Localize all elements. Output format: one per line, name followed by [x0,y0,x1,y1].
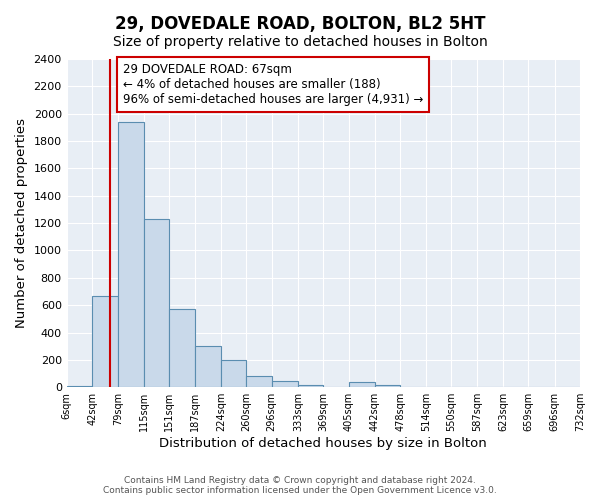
Bar [169,308,194,387]
Text: 29, DOVEDALE ROAD, BOLTON, BL2 5HT: 29, DOVEDALE ROAD, BOLTON, BL2 5HT [115,15,485,33]
Text: Size of property relative to detached houses in Bolton: Size of property relative to detached ho… [113,35,487,49]
Bar [144,219,169,387]
Y-axis label: Number of detached properties: Number of detached properties [15,118,28,328]
X-axis label: Distribution of detached houses by size in Bolton: Distribution of detached houses by size … [160,437,487,450]
Bar [375,385,400,387]
Bar [529,386,554,387]
Bar [426,386,451,387]
Bar [400,386,426,387]
Bar [554,386,580,387]
Bar [298,385,323,387]
Bar [349,382,375,387]
Bar [194,346,221,387]
Bar [246,376,272,387]
Bar [503,386,529,387]
Bar [67,386,92,387]
Bar [221,360,246,387]
Bar [272,381,298,387]
Bar [323,386,349,387]
Bar [451,386,478,387]
Bar [118,122,144,387]
Bar [92,296,118,387]
Text: 29 DOVEDALE ROAD: 67sqm
← 4% of detached houses are smaller (188)
96% of semi-de: 29 DOVEDALE ROAD: 67sqm ← 4% of detached… [122,63,423,106]
Text: Contains HM Land Registry data © Crown copyright and database right 2024.
Contai: Contains HM Land Registry data © Crown c… [103,476,497,495]
Bar [478,386,503,387]
